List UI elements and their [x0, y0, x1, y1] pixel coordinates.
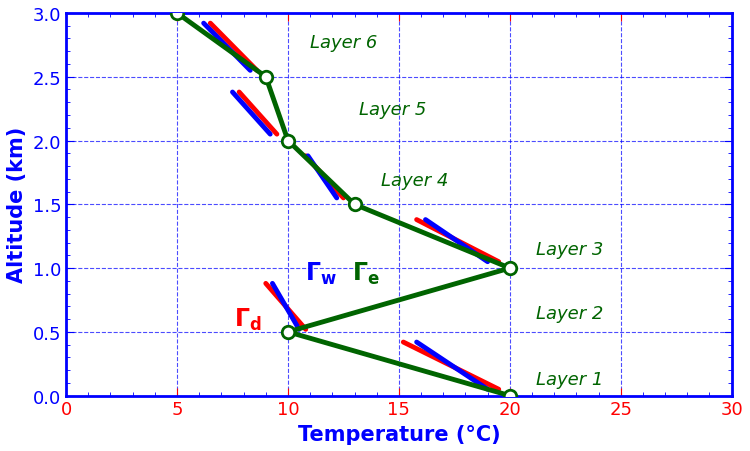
Text: Layer 1: Layer 1 [536, 370, 604, 388]
Text: Layer 3: Layer 3 [536, 240, 604, 258]
Text: Layer 4: Layer 4 [381, 171, 448, 189]
X-axis label: Temperature (°C): Temperature (°C) [298, 424, 500, 444]
Text: Layer 2: Layer 2 [536, 304, 604, 322]
Y-axis label: Altitude (km): Altitude (km) [7, 127, 27, 283]
Text: $\mathbf{\Gamma_e}$: $\mathbf{\Gamma_e}$ [352, 261, 380, 287]
Text: $\mathbf{\Gamma_w}$: $\mathbf{\Gamma_w}$ [305, 261, 338, 287]
Text: Layer 6: Layer 6 [310, 34, 377, 52]
Text: $\mathbf{\Gamma_d}$: $\mathbf{\Gamma_d}$ [234, 306, 262, 332]
Text: Layer 5: Layer 5 [359, 100, 426, 118]
